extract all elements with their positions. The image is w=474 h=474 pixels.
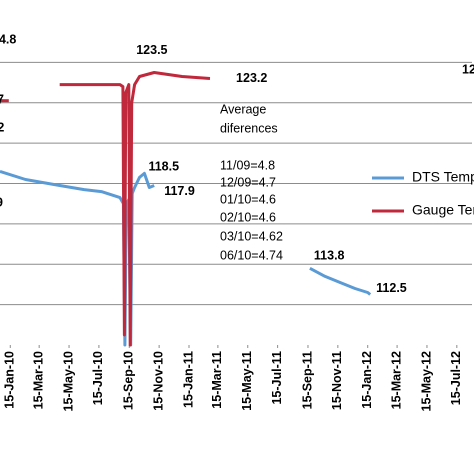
x-tick-label: 15-Sep-11 bbox=[300, 351, 314, 409]
x-tick-label: 15-Mar-12 bbox=[389, 351, 403, 409]
x-tick-label: 15-Mar-11 bbox=[210, 351, 224, 409]
cropped-label: 9 bbox=[0, 195, 3, 209]
cropped-label: 24.8 bbox=[0, 32, 16, 46]
legend-label: DTS Temperature bbox=[412, 169, 474, 185]
value-label: 123.2 bbox=[236, 71, 267, 85]
value-label: 118.5 bbox=[148, 160, 179, 174]
annotation: 03/10=4.62 bbox=[220, 229, 283, 243]
annotation: 12/09=4.7 bbox=[220, 175, 276, 189]
annotation: 01/10=4.6 bbox=[220, 192, 276, 206]
x-tick-label: 15-Mar-10 bbox=[31, 351, 45, 409]
x-tick-label: 15-Jan-10 bbox=[3, 351, 17, 409]
series-line bbox=[309, 266, 372, 296]
x-tick-label: 15-Sep-10 bbox=[122, 351, 136, 410]
annotation: Average bbox=[220, 102, 266, 116]
x-tick-label: 15-Nov-10 bbox=[151, 351, 165, 411]
value-label: 117.9 bbox=[164, 184, 195, 198]
x-tick-label: 15-Jan-12 bbox=[360, 351, 374, 409]
x-tick-label: 15-Jul-10 bbox=[91, 351, 105, 405]
x-tick-label: 15-Jul-12 bbox=[449, 351, 463, 405]
value-label: 123.5 bbox=[136, 43, 167, 57]
x-tick-label: 15-May-11 bbox=[240, 351, 254, 411]
x-tick-label: 15-May-10 bbox=[61, 351, 75, 411]
legend-label: Gauge Temperature bbox=[412, 202, 474, 218]
annotation: 11/09=4.8 bbox=[220, 158, 275, 172]
x-tick-label: 15-Nov-11 bbox=[330, 351, 344, 410]
x-tick-label: 15-Jul-11 bbox=[270, 351, 284, 405]
annotation: 02/10=4.6 bbox=[220, 210, 276, 224]
annotation: diferences bbox=[220, 121, 278, 135]
value-label: 113.8 bbox=[314, 249, 345, 263]
value-label: 112.5 bbox=[376, 281, 407, 295]
x-tick-label: 15-May-12 bbox=[419, 351, 433, 411]
cropped-label: 0.2 bbox=[0, 120, 4, 134]
annotation: 06/10=4.74 bbox=[220, 248, 283, 262]
series-line bbox=[59, 71, 211, 347]
cropped-label: 7 bbox=[0, 92, 4, 106]
cropped-label: 12 bbox=[462, 62, 474, 76]
x-tick-label: 15-Jan-11 bbox=[181, 351, 195, 408]
